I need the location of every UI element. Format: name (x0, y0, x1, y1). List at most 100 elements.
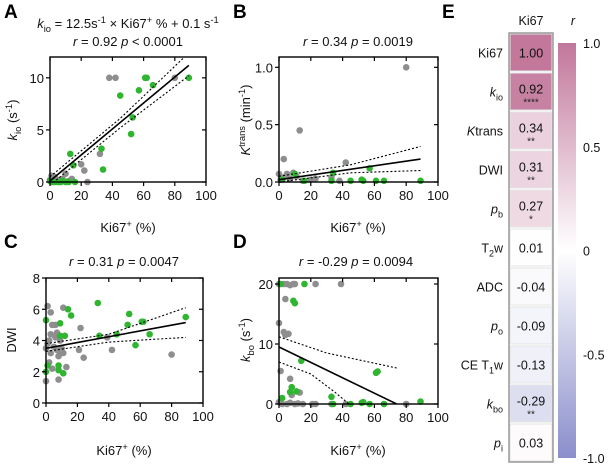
x-tick-label: 40 (102, 409, 116, 424)
regression-line (50, 64, 190, 182)
y-axis-label: kio (s-1) (4, 100, 23, 141)
cell-value: -0.09 (517, 320, 546, 334)
data-point-gray (47, 349, 55, 357)
text-segment: (%) (132, 220, 156, 235)
data-point-gray (291, 280, 299, 288)
x-tick-label: 100 (427, 188, 449, 203)
x-tick-label: 100 (195, 188, 217, 203)
text-segment: = 0.0047 (124, 254, 179, 269)
text-segment: -1 (237, 322, 247, 330)
text-segment: w (493, 242, 504, 256)
text-segment: k (37, 16, 45, 31)
data-point-gray (75, 346, 83, 354)
data-point-gray (402, 64, 410, 71)
text-segment: w (493, 359, 504, 373)
text-segment: + (122, 442, 127, 452)
text-segment: bo (493, 405, 503, 415)
panel-letter: E (442, 2, 455, 23)
x-tick-label: 40 (335, 188, 349, 203)
x-tick-label: 0 (275, 188, 282, 203)
row-label: pi (493, 437, 503, 454)
x-tick-label: 60 (367, 410, 381, 425)
y-tick-label: 0.0 (255, 175, 273, 190)
data-point-gray (296, 127, 303, 134)
colorbar-tick-label: -1.0 (583, 452, 605, 466)
text-segment: = -0.29 (303, 254, 351, 269)
data-point-green (64, 305, 72, 313)
text-segment: o (498, 327, 503, 337)
plot-frame (49, 56, 207, 183)
text-segment: ) (238, 318, 253, 322)
text-segment: i (501, 444, 503, 454)
cell-value: 0.31 (519, 161, 543, 175)
y-tick-label: 0 (266, 397, 273, 412)
data-point-green (146, 330, 153, 338)
text-segment: (%) (128, 443, 152, 458)
data-point-green (132, 341, 139, 349)
data-point-gray (53, 346, 61, 354)
data-point-green (182, 313, 190, 321)
x-tick-label: 0 (275, 410, 282, 425)
y-tick-label: 10 (30, 71, 44, 86)
text-segment: r (73, 34, 78, 49)
ci-upper-line (46, 307, 186, 345)
data-point-green (417, 177, 424, 185)
y-tick-label: 5 (37, 123, 44, 138)
x-tick-label: 100 (192, 409, 214, 424)
y-axis-label: kbo (s-1) (237, 318, 256, 362)
x-tick-label: 100 (427, 410, 449, 425)
data-point-gray (282, 295, 289, 303)
text-segment: k (487, 398, 494, 412)
text-segment: K (238, 146, 253, 156)
heatmap-cell (509, 150, 553, 189)
significance-stars: ** (527, 176, 535, 187)
x-axis-label: Ki67+ (%) (330, 442, 385, 458)
row-label: kio (490, 86, 503, 103)
ci-upper-line (279, 145, 421, 177)
x-tick-label: 0 (46, 188, 53, 203)
heatmap-panel-E: E Ki67 r1.00Ki670.92****kio0.34**Ktrans0.3… (442, 2, 605, 466)
text-segment: DWI (479, 164, 503, 178)
text-segment: io (44, 24, 51, 34)
text-segment: K (467, 125, 476, 139)
data-point-gray (48, 365, 56, 372)
text-segment: ) (5, 100, 20, 104)
data-point-gray (108, 346, 116, 354)
y-tick-label: 2 (33, 365, 40, 380)
cell-value: 0.27 (519, 200, 543, 214)
text-segment: ADC (477, 281, 503, 295)
y-axis-label: DWI (4, 327, 19, 352)
y-tick-label: 1.0 (255, 60, 273, 75)
cell-value: 0.34 (519, 122, 543, 136)
data-point-gray (112, 74, 119, 82)
row-label: po (490, 320, 503, 337)
data-point-gray (77, 160, 85, 168)
significance-stars: * (529, 215, 533, 226)
text-segment: = 0.0019 (358, 34, 413, 49)
y-tick-label: 10 (259, 337, 273, 352)
panel-letter: B (233, 2, 247, 23)
text-segment: r (303, 34, 308, 49)
text-segment: Ki67 (100, 220, 126, 235)
text-segment: -1 (4, 104, 14, 112)
x-tick-label: 40 (335, 410, 349, 425)
row-label: kbo (487, 398, 503, 415)
panel-letter: C (4, 232, 18, 253)
data-point-green (374, 368, 381, 375)
x-tick-label: 0 (42, 409, 49, 424)
data-point-green (185, 74, 193, 82)
x-tick-label: 60 (136, 188, 150, 203)
data-point-gray (312, 280, 319, 288)
text-segment: 2 (489, 249, 494, 259)
row-label: Ktrans (467, 125, 503, 139)
text-segment: p (350, 34, 358, 49)
data-point-gray (81, 167, 88, 174)
x-axis-label: Ki67+ (%) (100, 219, 155, 235)
plot-frame (278, 277, 439, 405)
data-point-gray (44, 302, 51, 310)
data-point-gray (105, 74, 113, 82)
y-axis-label: Ktrans (min-1) (237, 85, 253, 156)
data-point-green (347, 177, 354, 185)
text-segment: r (299, 254, 304, 269)
text-segment: p (120, 34, 128, 49)
